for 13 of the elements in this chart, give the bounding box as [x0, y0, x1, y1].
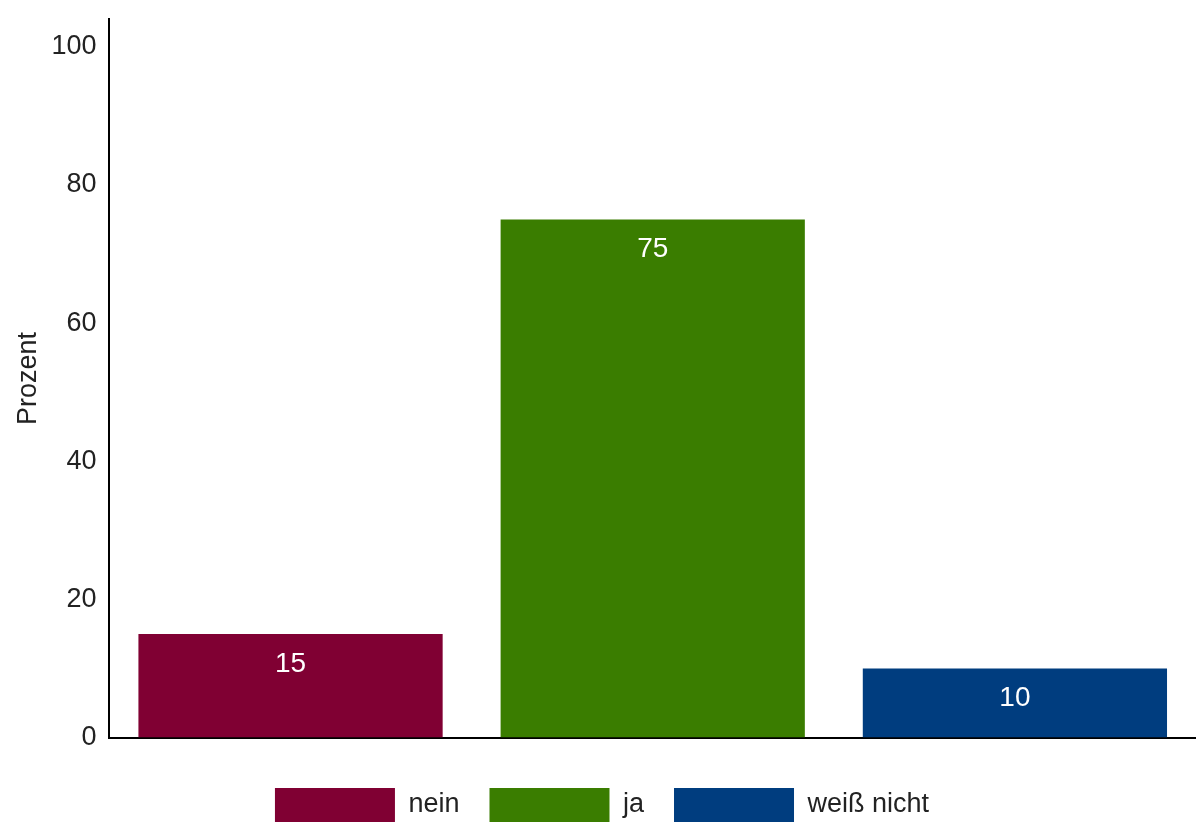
data-label: 75	[637, 232, 669, 264]
legend-label: nein	[408, 788, 460, 819]
y-tick-label: 40	[66, 444, 97, 475]
legend-label: weiß nicht	[806, 788, 930, 819]
y-tick-label: 0	[81, 721, 97, 752]
data-label: 15	[274, 646, 307, 678]
y-tick-label: 20	[66, 582, 97, 613]
y-tick-label: 80	[66, 168, 97, 199]
y-tick-label: 60	[66, 306, 97, 337]
legend-label: ja	[622, 788, 645, 819]
y-tick-label: 100	[51, 30, 97, 61]
data-label: 10	[999, 681, 1031, 713]
y-axis-title: Prozent	[11, 331, 42, 425]
